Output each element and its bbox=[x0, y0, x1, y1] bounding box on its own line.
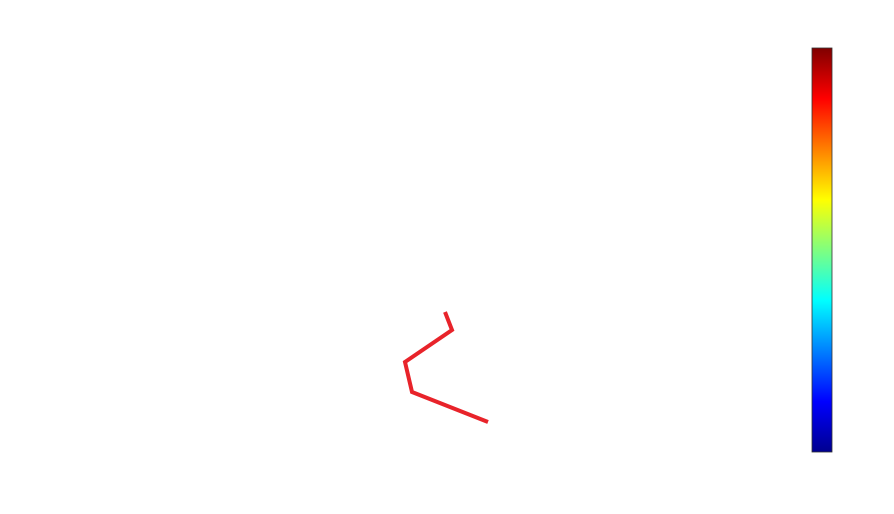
path bbox=[402, 311, 489, 424]
colorbar bbox=[811, 47, 833, 453]
